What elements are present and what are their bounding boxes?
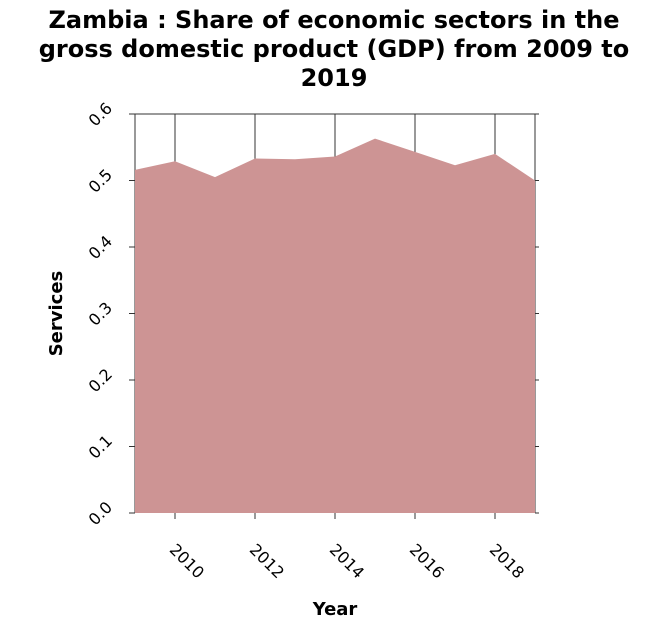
x-tick-label: 2016 [406,540,448,582]
y-tick-label: 0.1 [85,431,116,462]
y-tick-label: 0.0 [85,498,116,529]
chart-title-line-3: 2019 [300,64,368,92]
x-tick-label: 2014 [326,540,368,582]
y-tick-label: 0.2 [85,365,116,396]
y-tick-label: 0.5 [85,165,116,196]
chart-title-line-2: gross domestic product (GDP) from 2009 t… [38,35,630,63]
x-tick-label: 2018 [486,540,528,582]
y-tick-label: 0.6 [85,99,116,130]
y-tick-label: 0.3 [85,298,116,329]
y-tick-label: 0.4 [85,232,116,263]
chart-title: Zambia : Share of economic sectors in th… [0,6,668,93]
tick-layer [129,113,539,519]
y-axis-label: Services [46,271,67,357]
services-area [135,138,535,514]
chart-title-line-1: Zambia : Share of economic sectors in th… [48,6,620,34]
x-axis-label: Year [312,599,358,620]
x-tick-label: 2012 [246,540,288,582]
x-tick-label: 2010 [166,540,208,582]
